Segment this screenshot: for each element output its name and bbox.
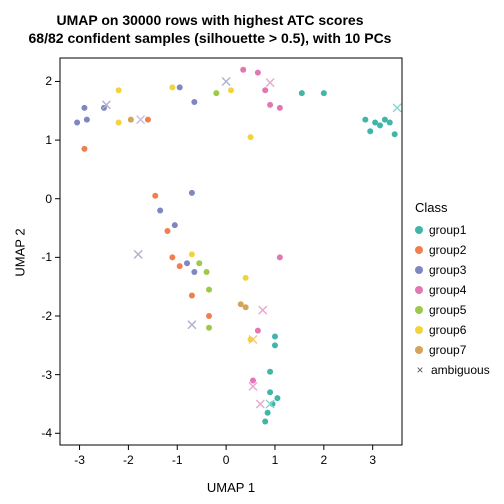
legend-swatch: × xyxy=(415,365,425,375)
legend-item: group2 xyxy=(415,242,466,258)
y-tick-label: -2 xyxy=(28,309,52,323)
legend-swatch xyxy=(415,286,423,294)
legend-label: group2 xyxy=(429,242,466,258)
legend-swatch xyxy=(415,266,423,274)
legend-label: group6 xyxy=(429,322,466,338)
legend-swatch xyxy=(415,226,423,234)
y-tick-label: -4 xyxy=(28,426,52,440)
legend-label: ambiguous xyxy=(431,362,490,378)
x-tick-label: -3 xyxy=(74,453,85,467)
legend-swatch xyxy=(415,346,423,354)
legend-label: group3 xyxy=(429,262,466,278)
legend-label: group1 xyxy=(429,222,466,238)
x-tick-label: 1 xyxy=(272,453,279,467)
legend-item: × ambiguous xyxy=(415,362,490,378)
legend-item: group3 xyxy=(415,262,466,278)
legend-item: group1 xyxy=(415,222,466,238)
x-tick-label: 0 xyxy=(223,453,230,467)
y-axis-label: UMAP 2 xyxy=(13,103,28,403)
x-tick-label: -1 xyxy=(172,453,183,467)
y-tick-label: 1 xyxy=(28,133,52,147)
x-tick-label: 2 xyxy=(320,453,327,467)
legend-label: group5 xyxy=(429,302,466,318)
legend-title: Class xyxy=(415,200,448,215)
x-tick-label: 3 xyxy=(369,453,376,467)
legend-label: group4 xyxy=(429,282,466,298)
y-tick-label: -1 xyxy=(28,250,52,264)
legend-swatch xyxy=(415,246,423,254)
y-tick-label: -3 xyxy=(28,368,52,382)
legend-swatch xyxy=(415,326,423,334)
legend-item: group6 xyxy=(415,322,466,338)
legend-item: group5 xyxy=(415,302,466,318)
y-tick-label: 2 xyxy=(28,74,52,88)
legend-label: group7 xyxy=(429,342,466,358)
x-tick-label: -2 xyxy=(123,453,134,467)
figure: UMAP on 30000 rows with highest ATC scor… xyxy=(0,0,504,504)
x-axis-label: UMAP 1 xyxy=(60,480,402,495)
y-tick-label: 0 xyxy=(28,192,52,206)
legend-item: group7 xyxy=(415,342,466,358)
legend-swatch xyxy=(415,306,423,314)
legend-item: group4 xyxy=(415,282,466,298)
